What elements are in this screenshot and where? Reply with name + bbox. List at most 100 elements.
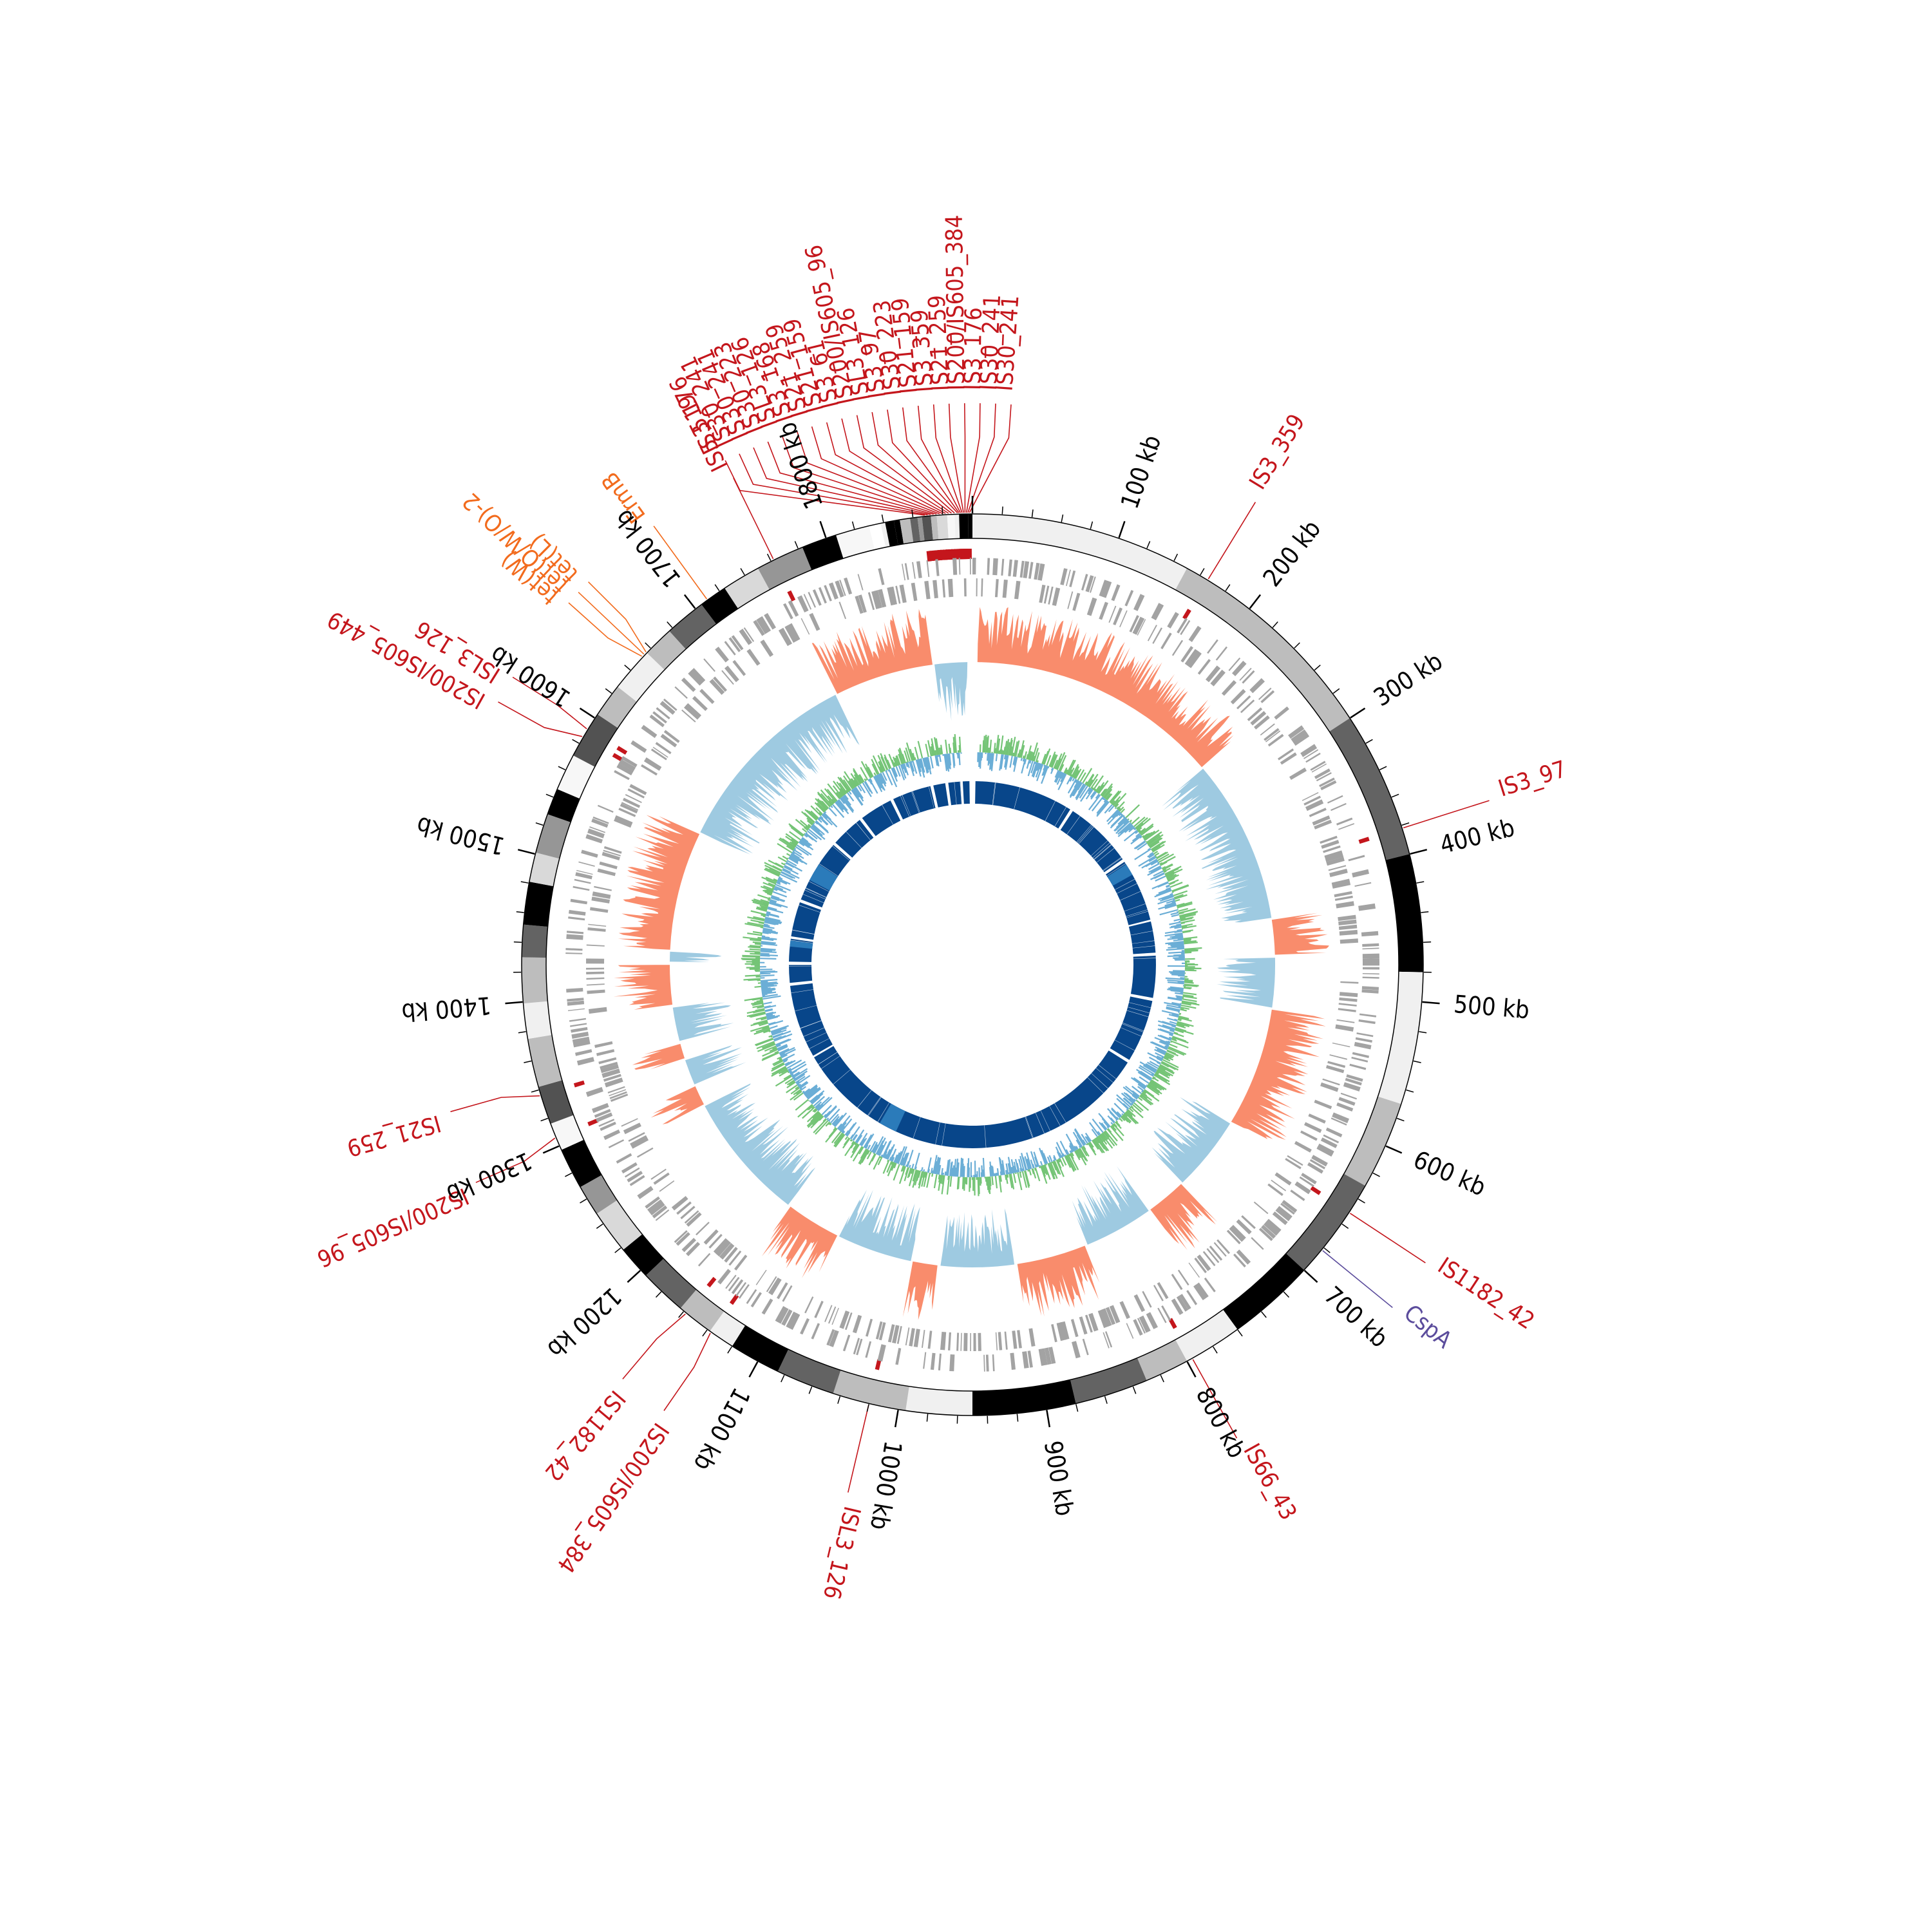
similarity-block xyxy=(791,902,821,940)
gene-block xyxy=(1314,768,1331,779)
gene-block xyxy=(1307,1162,1323,1174)
gene-block xyxy=(608,1139,625,1148)
similarity-gap-line xyxy=(1091,840,1108,857)
gene-block xyxy=(616,1153,632,1164)
gene-block xyxy=(575,1049,592,1056)
gene-block xyxy=(995,579,999,598)
gene-block xyxy=(1327,795,1343,804)
minor-tick xyxy=(881,514,884,522)
gene-block xyxy=(1308,1113,1326,1124)
minor-tick xyxy=(1332,688,1340,694)
gene-block xyxy=(788,623,800,641)
gene-block xyxy=(1251,1237,1264,1250)
gene-block xyxy=(650,748,667,761)
gene-block xyxy=(1303,795,1321,806)
minor-tick xyxy=(624,665,631,671)
label-leader-line xyxy=(724,460,925,516)
gene-block xyxy=(895,1348,902,1365)
gene-block xyxy=(958,558,961,575)
gene-block xyxy=(1331,878,1350,886)
similarity-block-light xyxy=(810,864,838,891)
gene-block xyxy=(1126,1323,1134,1339)
label-leader-line xyxy=(871,412,955,514)
minor-tick xyxy=(1396,1117,1405,1122)
minor-tick xyxy=(1341,1223,1349,1229)
minor-tick xyxy=(714,584,720,592)
gene-block xyxy=(808,592,816,608)
gene-block xyxy=(1241,1215,1256,1229)
gene-block xyxy=(1171,639,1184,656)
gene-block xyxy=(597,868,616,876)
similarity-gap-line xyxy=(805,888,826,898)
similarity-gap-line xyxy=(803,1027,825,1037)
gc-skew-negative-area xyxy=(685,1045,746,1084)
gene-block xyxy=(734,1255,748,1271)
major-tick xyxy=(579,707,595,719)
label-leader-line xyxy=(917,406,961,513)
gene-block xyxy=(768,1277,782,1296)
gene-block xyxy=(1090,576,1096,593)
gene-block xyxy=(788,600,799,617)
gene-block xyxy=(1309,808,1327,817)
gene-block xyxy=(623,1122,641,1135)
gene-block xyxy=(688,670,703,686)
gene-block xyxy=(1349,1063,1367,1070)
label-leader-line xyxy=(826,422,946,514)
gene-block xyxy=(1336,1019,1355,1023)
contig-block xyxy=(669,604,717,649)
gene-block xyxy=(1119,1301,1130,1320)
gene-block xyxy=(592,891,611,899)
gene-block xyxy=(1338,914,1356,922)
gene-block xyxy=(659,1180,675,1192)
similarity-gap-line xyxy=(857,1090,872,1108)
similarity-gap-line xyxy=(1130,931,1153,936)
similarity-block xyxy=(1110,996,1153,1060)
similarity-gap-line xyxy=(799,905,820,913)
major-tick xyxy=(627,1269,641,1283)
gene-block xyxy=(1221,680,1237,696)
gc-skew-positive-area xyxy=(811,609,933,694)
minor-tick xyxy=(516,911,524,913)
minor-tick xyxy=(655,1291,662,1298)
gene-block xyxy=(1206,1248,1220,1264)
tick-label-group: 200 kb xyxy=(1258,515,1327,592)
gene-block xyxy=(1186,1290,1198,1305)
gene-block xyxy=(909,1328,915,1347)
gene-block xyxy=(1260,723,1275,736)
gene-block xyxy=(576,1057,594,1066)
gene-block xyxy=(1362,976,1379,979)
gene-block xyxy=(600,1121,616,1132)
similarity-gap-line xyxy=(1103,857,1122,871)
minor-tick xyxy=(1132,1386,1137,1394)
contig-block xyxy=(597,687,637,728)
gene-block xyxy=(1048,586,1054,605)
gene-block xyxy=(1293,732,1310,746)
gene-block xyxy=(1332,1112,1349,1124)
gene-block xyxy=(603,846,622,854)
gene-block xyxy=(777,1282,788,1300)
contig-block xyxy=(917,516,925,542)
label-leader-line xyxy=(767,441,934,515)
gene-block xyxy=(831,1307,839,1325)
gene-block xyxy=(1280,752,1297,765)
gene-block xyxy=(1247,707,1263,721)
gene-block xyxy=(818,587,827,604)
minor-tick xyxy=(520,881,529,884)
contig-block xyxy=(968,513,972,538)
gene-block xyxy=(724,641,736,656)
gene-block xyxy=(647,1199,663,1213)
gene-block xyxy=(1314,1099,1332,1110)
gene-block xyxy=(1311,1155,1328,1167)
similarity-gap-line xyxy=(1091,1073,1108,1089)
gene-block xyxy=(591,818,609,828)
gene-block xyxy=(927,1331,933,1349)
gene-block xyxy=(750,1292,762,1308)
contig-block xyxy=(647,630,686,670)
gene-block xyxy=(783,603,793,620)
gene-block xyxy=(603,849,621,857)
feature-label: IS21_259 xyxy=(344,1110,444,1161)
tick-label-group: 1000 kb xyxy=(865,1439,907,1532)
minor-tick xyxy=(1379,766,1387,770)
major-tick xyxy=(1350,707,1366,719)
gene-block xyxy=(1249,678,1265,694)
